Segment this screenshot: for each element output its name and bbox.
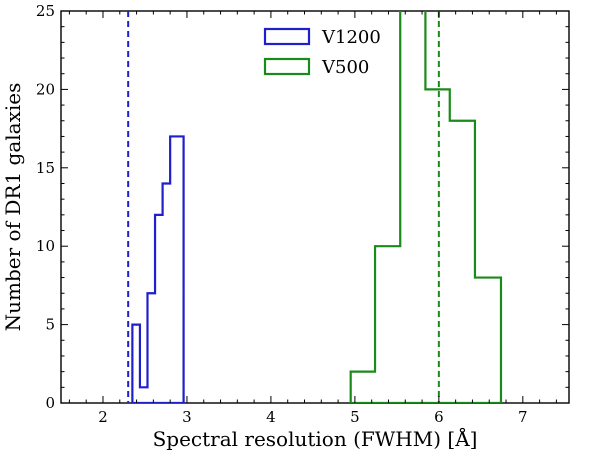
- bin-v1200-4: [163, 183, 171, 403]
- y-tick-label: 15: [36, 159, 55, 177]
- histogram-v500: [349, 11, 503, 403]
- legend-label-v1200: V1200: [321, 27, 381, 48]
- bin-v1200-1: [140, 387, 148, 403]
- ticks-group: 2 3 4 5 6 7 0 5 10 15 20 25: [36, 2, 569, 426]
- y-axis-label: Number of DR1 galaxies: [1, 83, 25, 332]
- bin-v1200-0: [132, 325, 140, 403]
- bin-v500-5: [475, 278, 501, 403]
- legend-group: V1200 V500: [263, 27, 381, 78]
- x-tick-label: 3: [182, 408, 192, 426]
- x-tick-label: 6: [434, 408, 444, 426]
- marks-group: [127, 0, 503, 403]
- axes-group: [60, 10, 570, 404]
- x-tick-label: 7: [518, 408, 528, 426]
- bin-v500-4: [450, 121, 475, 403]
- bin-v1200-5: [170, 136, 183, 403]
- bin-v1200-2: [147, 293, 155, 403]
- y-tick-label: 0: [45, 394, 55, 412]
- x-axis-label: Spectral resolution (FWHM) [Å]: [153, 426, 478, 451]
- bin-v1200-3: [155, 215, 163, 403]
- legend-label-v500: V500: [321, 57, 369, 78]
- y-tick-label: 20: [36, 80, 55, 98]
- histogram-v1200: [131, 135, 185, 403]
- y-tick-label: 10: [36, 237, 55, 255]
- bin-v500-0: [351, 372, 375, 403]
- plot-frame: [60, 10, 570, 404]
- y-tick-label: 5: [45, 316, 55, 334]
- legend-swatch-v1200: [263, 27, 311, 46]
- bin-v500-1: [375, 246, 400, 403]
- bin-v500-3: [425, 89, 449, 403]
- x-tick-label: 5: [350, 408, 360, 426]
- bin-v500-2: [400, 0, 425, 403]
- y-tick-label: 25: [36, 2, 55, 20]
- x-tick-label: 4: [266, 408, 276, 426]
- x-tick-label: 2: [98, 408, 108, 426]
- legend-swatch-v500: [263, 57, 311, 76]
